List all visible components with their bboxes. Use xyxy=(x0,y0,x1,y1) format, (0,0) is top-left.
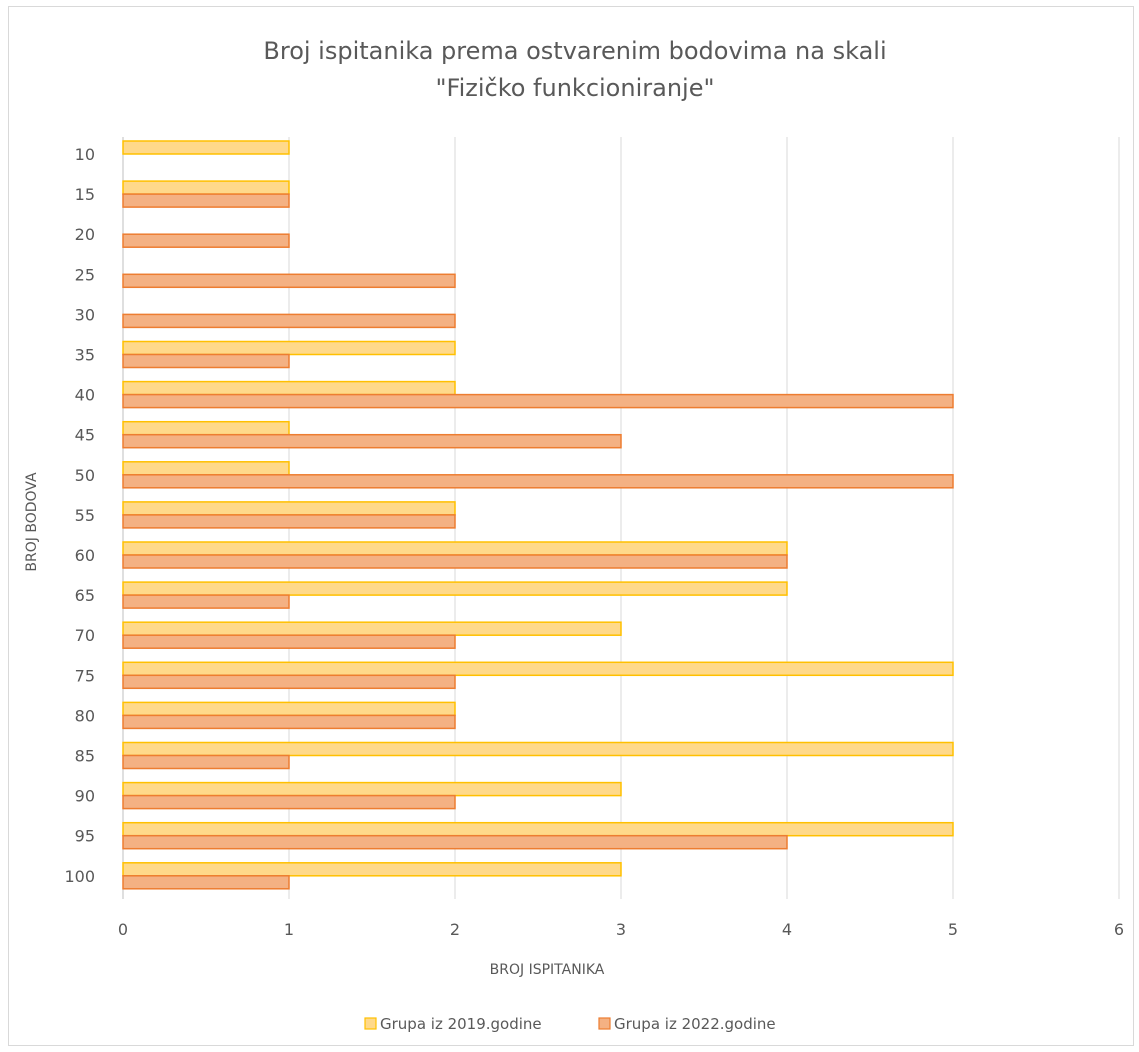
bar-series1-80 xyxy=(122,701,456,717)
bar-series1-70 xyxy=(122,621,622,636)
bar-series1-55 xyxy=(122,501,456,516)
legend-label-1: Grupa iz 2019.godine xyxy=(380,1015,542,1033)
x-tick-labels: 0 1 2 3 4 5 6 xyxy=(118,920,1124,939)
bar-series1-45 xyxy=(122,420,290,436)
bar-series1-50 xyxy=(122,461,290,476)
y-tick-label: 100 xyxy=(64,867,95,886)
legend-swatch-2 xyxy=(598,1017,611,1030)
x-tick-label: 2 xyxy=(450,920,460,939)
bar-series1-100 xyxy=(122,862,622,877)
bar-series2-70 xyxy=(122,634,456,649)
bar-series2-65 xyxy=(122,594,290,609)
y-tick-label: 90 xyxy=(75,787,95,806)
y-tick-label: 20 xyxy=(75,225,95,244)
y-axis-title: BROJ BODOVA xyxy=(24,472,40,572)
bar-series2-55 xyxy=(122,514,456,529)
bar-series2-80 xyxy=(122,714,456,730)
y-tick-labels: 10 15 20 25 30 35 40 45 50 55 60 65 70 75 80 85 90 95 100 xyxy=(64,145,95,886)
legend: Grupa iz 2019.godine Grupa iz 2022.godine xyxy=(364,1015,776,1033)
bar-series2-85 xyxy=(122,754,290,770)
chart-title-line2: "Fizičko funkcioniranje" xyxy=(435,74,714,102)
y-tick-label: 45 xyxy=(75,426,95,445)
bar-series2-25 xyxy=(122,273,456,289)
bar-series2-45 xyxy=(122,433,622,449)
x-tick-label: 5 xyxy=(948,920,958,939)
bar-series2-95 xyxy=(122,834,788,850)
bar-series1-90 xyxy=(122,781,622,797)
bar-series1-60 xyxy=(122,541,788,556)
bar-chart: Broj ispitanika prema ostvarenim bodovim… xyxy=(24,37,1124,1033)
y-tick-label: 10 xyxy=(75,145,95,164)
bar-series2-35 xyxy=(122,353,290,369)
y-tick-label: 60 xyxy=(75,546,95,565)
chart-title-line1: Broj ispitanika prema ostvarenim bodovim… xyxy=(263,37,886,65)
bar-series2-20 xyxy=(122,233,290,248)
bar-series1-35 xyxy=(122,340,456,356)
bar-series2-30 xyxy=(122,313,456,329)
bar-series2-40 xyxy=(122,393,954,409)
y-tick-label: 40 xyxy=(75,386,95,405)
y-tick-label: 65 xyxy=(75,586,95,605)
y-tick-label: 70 xyxy=(75,626,95,645)
y-tick-label: 85 xyxy=(75,747,95,766)
legend-label-2: Grupa iz 2022.godine xyxy=(614,1015,776,1033)
y-tick-label: 35 xyxy=(75,346,95,365)
bars xyxy=(122,140,954,890)
bar-series2-50 xyxy=(122,474,954,489)
x-axis-title: BROJ ISPITANIKA xyxy=(490,962,605,978)
x-tick-label: 0 xyxy=(118,920,128,939)
chart-area: Broj ispitanika prema ostvarenim bodovim… xyxy=(8,6,1134,1046)
legend-swatch-1 xyxy=(364,1017,377,1030)
bar-series2-60 xyxy=(122,554,788,569)
bar-series2-90 xyxy=(122,794,456,810)
bar-series2-15 xyxy=(122,193,290,208)
bar-series1-95 xyxy=(122,821,954,837)
bar-series1-65 xyxy=(122,581,788,596)
y-tick-label: 50 xyxy=(75,466,95,485)
x-tick-label: 4 xyxy=(782,920,792,939)
y-tick-label: 80 xyxy=(75,706,95,725)
y-tick-label: 25 xyxy=(75,265,95,284)
y-tick-label: 30 xyxy=(75,305,95,324)
bar-series1-15 xyxy=(122,180,290,195)
y-tick-label: 15 xyxy=(75,185,95,204)
bar-series2-75 xyxy=(122,674,456,690)
bar-series1-75 xyxy=(122,661,954,677)
y-tick-label: 55 xyxy=(75,506,95,525)
y-tick-label: 95 xyxy=(75,827,95,846)
y-tick-label: 75 xyxy=(75,666,95,685)
bar-series2-100 xyxy=(122,875,290,890)
x-tick-label: 3 xyxy=(616,920,626,939)
x-tick-label: 6 xyxy=(1114,920,1124,939)
bar-series1-85 xyxy=(122,741,954,757)
bar-series1-40 xyxy=(122,380,456,396)
bar-series1-10 xyxy=(122,140,290,155)
x-tick-label: 1 xyxy=(284,920,294,939)
